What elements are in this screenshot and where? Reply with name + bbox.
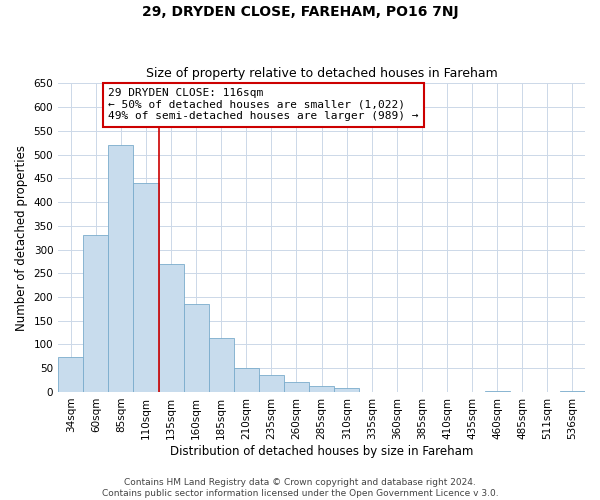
Title: Size of property relative to detached houses in Fareham: Size of property relative to detached ho…: [146, 66, 497, 80]
Bar: [209, 338, 234, 392]
Text: 29, DRYDEN CLOSE, FAREHAM, PO16 7NJ: 29, DRYDEN CLOSE, FAREHAM, PO16 7NJ: [142, 5, 458, 19]
Bar: [284, 382, 309, 392]
Bar: [234, 368, 259, 392]
Bar: [133, 183, 158, 392]
Text: Contains HM Land Registry data © Crown copyright and database right 2024.
Contai: Contains HM Land Registry data © Crown c…: [101, 478, 499, 498]
Text: 29 DRYDEN CLOSE: 116sqm
← 50% of detached houses are smaller (1,022)
49% of semi: 29 DRYDEN CLOSE: 116sqm ← 50% of detache…: [109, 88, 419, 122]
Bar: [334, 388, 359, 392]
Bar: [309, 386, 334, 392]
Y-axis label: Number of detached properties: Number of detached properties: [15, 144, 28, 330]
Bar: [485, 390, 510, 392]
Bar: [560, 391, 585, 392]
Bar: [259, 376, 284, 392]
Bar: [184, 304, 209, 392]
X-axis label: Distribution of detached houses by size in Fareham: Distribution of detached houses by size …: [170, 444, 473, 458]
Bar: [109, 145, 133, 392]
Bar: [158, 264, 184, 392]
Bar: [83, 236, 109, 392]
Bar: [58, 358, 83, 392]
